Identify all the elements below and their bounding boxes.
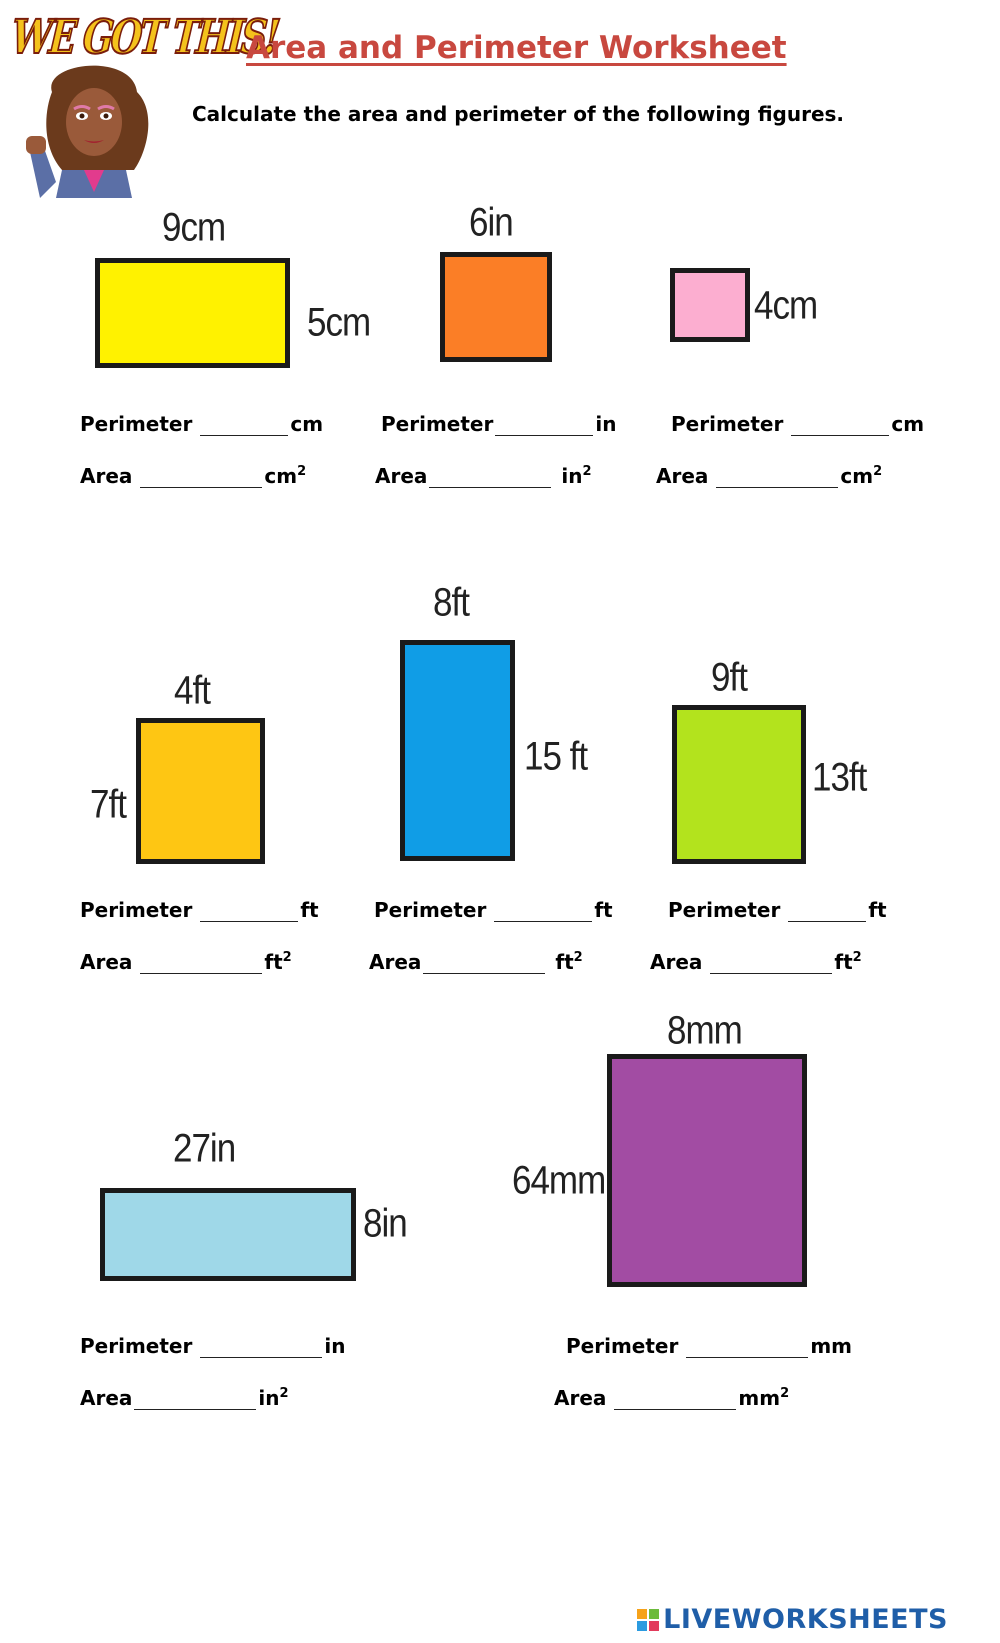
fig7-perimeter-blank[interactable] [200,1339,323,1358]
unit-label: in [595,412,617,436]
fig7-area-line: Area in2 [80,1386,289,1410]
area-label: Area [80,1386,133,1410]
fig1-perimeter-blank[interactable] [200,417,289,436]
fig1-area-blank[interactable] [140,469,263,488]
area-label: Area [80,950,133,974]
perimeter-label: Perimeter [374,898,487,922]
fig2-area-line: Area in2 [375,464,592,488]
fig2-perimeter-blank[interactable] [495,417,594,436]
unit-label: ft [300,898,319,922]
area-label: Area [650,950,703,974]
fig4-rectangle [136,718,265,864]
fig5-top-dimension: 8ft [433,580,470,625]
fig4-area-line: Area ft2 [80,950,292,974]
fig8-perimeter-line: Perimeter mm [566,1334,852,1358]
fig1-top-dimension: 9cm [162,205,226,250]
fig6-perimeter-blank[interactable] [788,903,867,922]
perimeter-label: Perimeter [80,412,193,436]
fig5-area-line: Area ft2 [369,950,583,974]
instructions: Calculate the area and perimeter of the … [192,102,845,126]
fig6-area-line: Area ft2 [650,950,862,974]
area-label: Area [375,464,428,488]
unit-label: cm [891,412,925,436]
fig5-side-dimension: 15 ft [524,734,588,779]
unit-label: ft2 [264,950,292,974]
perimeter-label: Perimeter [671,412,784,436]
unit-label: ft2 [834,950,862,974]
fig3-perimeter-blank[interactable] [791,417,890,436]
fig5-perimeter-blank[interactable] [494,903,593,922]
fig3-square [670,268,750,342]
fig8-top-dimension: 8mm [667,1008,743,1053]
fig4-perimeter-blank[interactable] [200,903,299,922]
fig6-top-dimension: 9ft [711,655,748,700]
fig8-side-dimension: 64mm [512,1158,606,1203]
perimeter-label: Perimeter [381,412,494,436]
liveworksheets-icon [637,1608,660,1631]
fig2-area-blank[interactable] [429,469,552,488]
unit-label: mm [810,1334,853,1358]
fig1-perimeter-line: Perimeter cm [80,412,323,436]
unit-label: ft [594,898,613,922]
liveworksheets-logo: LIVEWORKSHEETS [637,1604,948,1635]
fig7-perimeter-line: Perimeter in [80,1334,345,1358]
fig6-area-blank[interactable] [710,955,833,974]
page-title: Area and Perimeter Worksheet [246,30,787,66]
fig1-rectangle [95,258,290,368]
fig7-area-blank[interactable] [134,1391,257,1410]
unit-label: ft2 [555,950,583,974]
avatar [26,65,149,198]
fig3-area-blank[interactable] [716,469,839,488]
fig2-perimeter-line: Perimeter in [381,412,616,436]
fig3-side-dimension: 4cm [754,283,818,328]
fig5-area-blank[interactable] [423,955,546,974]
fig4-side-dimension: 7ft [90,782,127,827]
liveworksheets-brand: LIVEWORKSHEETS [663,1604,948,1635]
area-label: Area [656,464,709,488]
unit-label: in2 [258,1386,289,1410]
area-label: Area [369,950,422,974]
unit-label: ft [868,898,887,922]
fig6-rectangle [672,705,806,864]
unit-label: cm2 [264,464,307,488]
perimeter-label: Perimeter [80,898,193,922]
fig5-rectangle [400,640,515,861]
area-label: Area [80,464,133,488]
fig8-area-line: Area mm2 [554,1386,789,1410]
fig6-perimeter-line: Perimeter ft [668,898,887,922]
fig1-side-dimension: 5cm [307,300,371,345]
fig1-area-line: Area cm2 [80,464,306,488]
fig5-perimeter-line: Perimeter ft [374,898,613,922]
fig7-top-dimension: 27in [173,1126,236,1171]
unit-label: mm2 [738,1386,790,1410]
fig7-side-dimension: 8in [363,1201,408,1246]
fig6-side-dimension: 13ft [812,755,867,800]
fig2-top-dimension: 6in [469,200,514,245]
fig8-perimeter-blank[interactable] [686,1339,809,1358]
perimeter-label: Perimeter [566,1334,679,1358]
fig8-area-blank[interactable] [614,1391,737,1410]
unit-label: in [324,1334,346,1358]
fig4-top-dimension: 4ft [174,668,211,713]
unit-label: in2 [561,464,592,488]
fig4-perimeter-line: Perimeter ft [80,898,319,922]
fig2-square [440,252,552,362]
fig8-rectangle [607,1054,807,1287]
fig3-area-line: Area cm2 [656,464,882,488]
area-label: Area [554,1386,607,1410]
fig3-perimeter-line: Perimeter cm [671,412,924,436]
fig7-rectangle [100,1188,356,1281]
fig4-area-blank[interactable] [140,955,263,974]
perimeter-label: Perimeter [668,898,781,922]
unit-label: cm [290,412,324,436]
perimeter-label: Perimeter [80,1334,193,1358]
unit-label: cm2 [840,464,883,488]
